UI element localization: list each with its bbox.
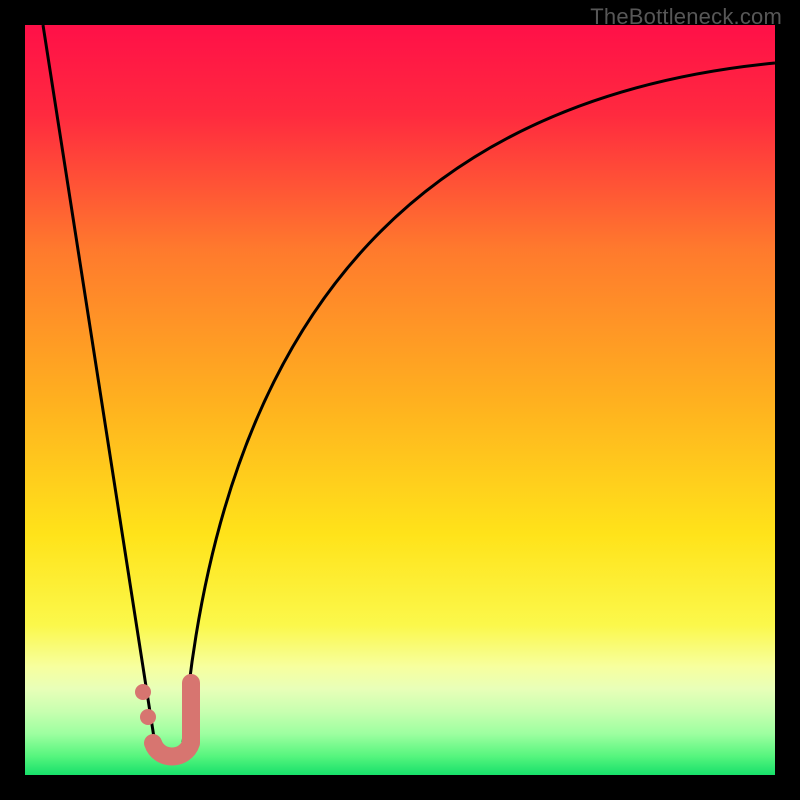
plot-svg: [25, 25, 775, 775]
plot-area: [25, 25, 775, 775]
chart-frame: TheBottleneck.com: [0, 0, 800, 800]
gradient-background: [25, 25, 775, 775]
valley-dot-lower: [140, 709, 156, 725]
valley-dot-upper: [135, 684, 151, 700]
